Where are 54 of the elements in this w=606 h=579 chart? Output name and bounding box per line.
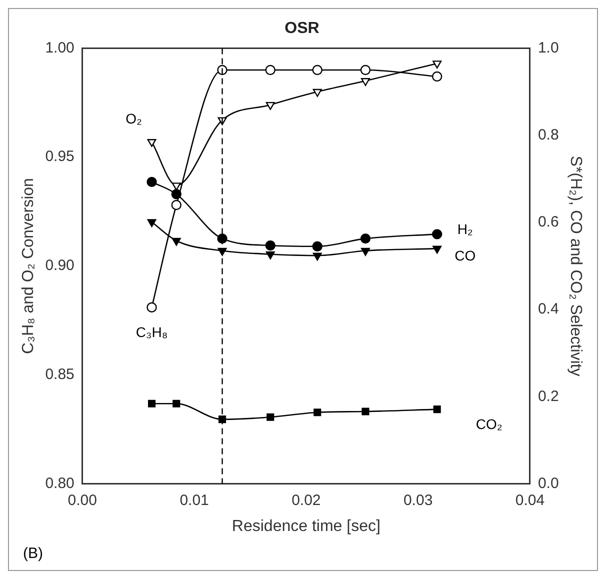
x-tick-label: 0.01 (180, 492, 209, 509)
point (265, 64, 276, 76)
x-tick-label: 0.00 (68, 492, 97, 509)
point (360, 248, 370, 256)
point (312, 64, 322, 76)
point (312, 252, 322, 261)
x-axis-title: Residence time [sec] (232, 518, 380, 535)
x-tick-label: 0.04 (515, 492, 545, 509)
y-tick-label: 0.80 (45, 474, 74, 492)
point (147, 219, 156, 228)
point (360, 64, 371, 76)
point (146, 176, 157, 188)
y2-tick-label: 0.2 (538, 388, 559, 405)
point (172, 400, 180, 408)
point (171, 200, 182, 210)
point (148, 400, 156, 408)
y-tick-label: 0.85 (45, 366, 74, 384)
point (312, 241, 322, 252)
series-label: O₂ (126, 110, 142, 127)
point (432, 60, 442, 69)
point (314, 408, 322, 416)
x-tick-label: 0.02 (292, 492, 321, 509)
y2-tick-label: 1.0 (538, 39, 559, 56)
point (146, 302, 157, 312)
point (312, 88, 322, 97)
text: (B) (23, 545, 43, 562)
y-tick-label: 0.95 (45, 148, 74, 166)
point (362, 408, 370, 416)
series-label: CO (454, 247, 476, 264)
point (266, 251, 275, 260)
y-tick-label: 0.90 (45, 257, 74, 274)
point (360, 233, 371, 244)
point (432, 229, 442, 240)
y2-tick-label: 0.0 (538, 474, 559, 492)
point (147, 139, 156, 147)
y2-tick-label: 0.6 (538, 214, 559, 231)
text: CO₂ (476, 416, 502, 432)
chart-title: OSR (284, 20, 320, 38)
series-label: H₂ (457, 221, 473, 238)
y-axis-title: C₃H₈ and O₂ Conversion (20, 178, 38, 354)
point (266, 102, 275, 110)
point (265, 240, 276, 251)
series-label: C₃H₈ (136, 324, 168, 340)
x-tick-label: 0.03 (403, 492, 433, 509)
point (172, 238, 181, 246)
y2-axis-title: S*(H₂), CO and CO₂ Selectivity (566, 156, 584, 376)
point (433, 406, 441, 414)
point (266, 413, 274, 421)
point (432, 246, 442, 254)
y-tick-label: 1.00 (45, 39, 74, 56)
y2-tick-label: 0.4 (538, 300, 559, 318)
y2-tick-label: 0.8 (538, 126, 559, 144)
point (432, 71, 442, 82)
point (360, 78, 370, 86)
